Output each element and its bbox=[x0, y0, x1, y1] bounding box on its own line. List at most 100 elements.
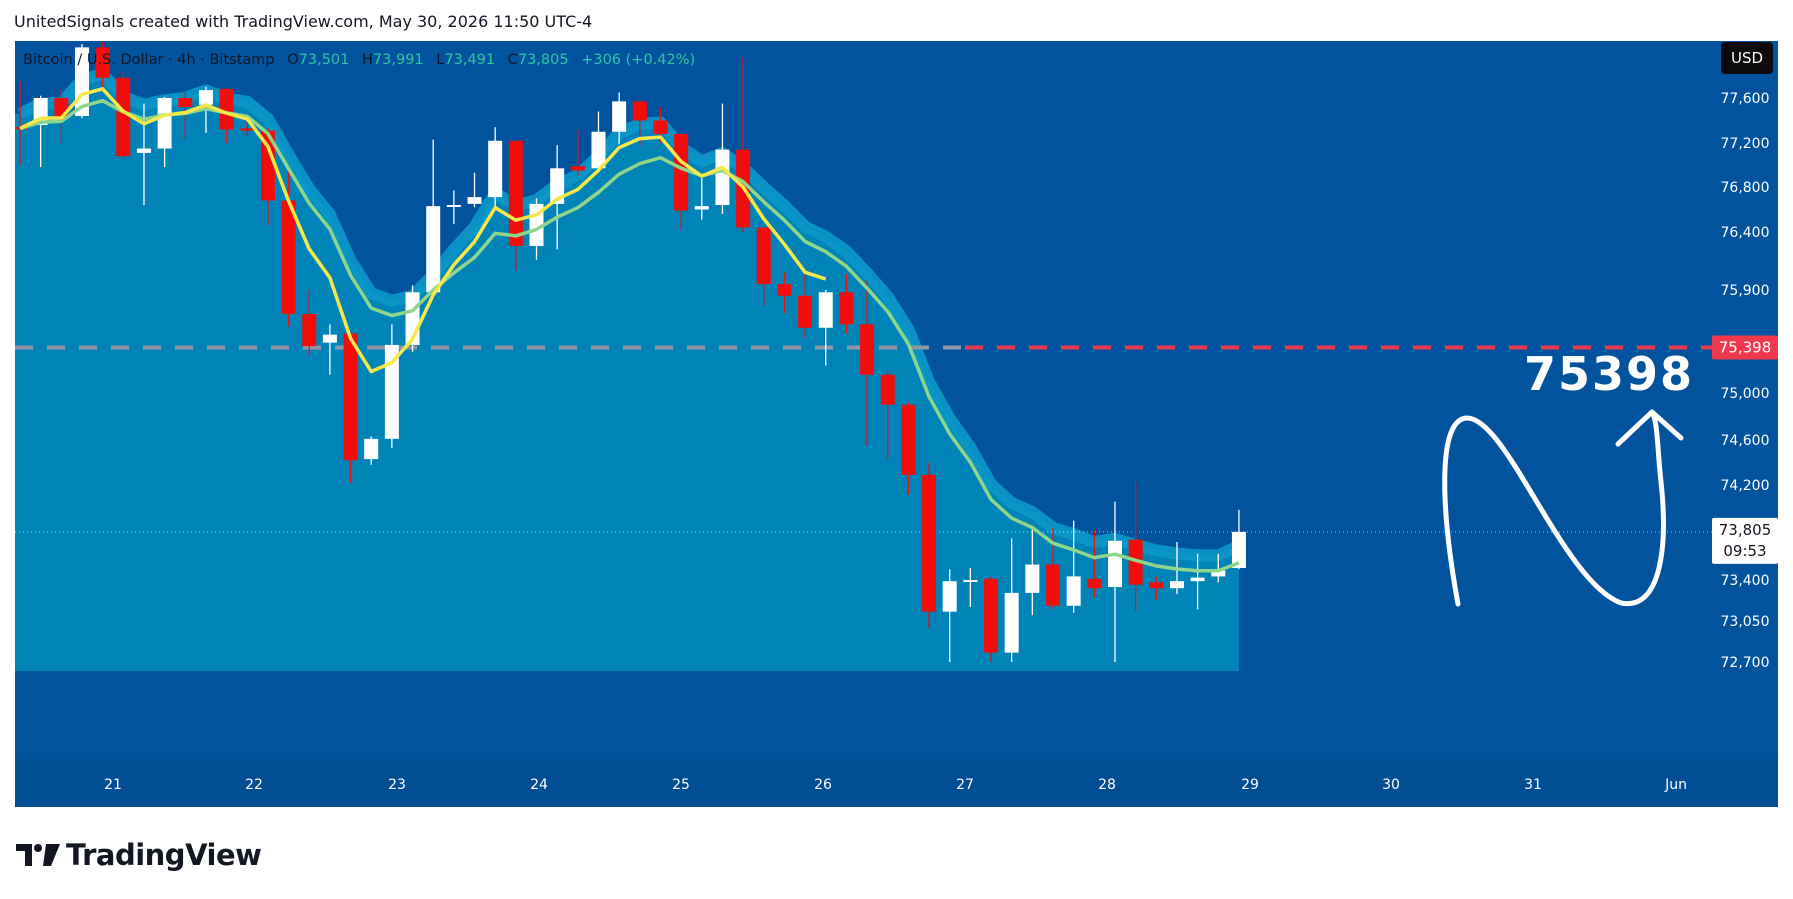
legend-open-label: O bbox=[287, 52, 298, 68]
candle-body bbox=[612, 101, 627, 132]
candle-body bbox=[281, 200, 296, 315]
candle-body bbox=[260, 130, 275, 201]
candle-body bbox=[1231, 531, 1246, 569]
candle bbox=[1128, 481, 1143, 612]
price-tick-label: 75,900 bbox=[1721, 283, 1770, 299]
candle-body bbox=[364, 438, 379, 460]
chart-legend: Bitcoin / U.S. Dollar · 4h · Bitstamp O7… bbox=[23, 52, 695, 68]
candle-body bbox=[1066, 576, 1081, 606]
candle bbox=[1066, 520, 1081, 613]
candle-body bbox=[777, 284, 792, 296]
legend-change: +306 (+0.42%) bbox=[581, 52, 695, 68]
candle-body bbox=[901, 404, 916, 475]
legend-high-label: H bbox=[362, 52, 373, 68]
candle bbox=[426, 139, 441, 295]
candle bbox=[343, 333, 358, 483]
candlestick-chart[interactable]: 75398 Bitcoin / U.S. Dollar · 4h · Bitst… bbox=[15, 41, 1778, 807]
candle-body bbox=[984, 578, 999, 653]
candle bbox=[777, 272, 792, 313]
candle-body bbox=[839, 292, 854, 325]
candle bbox=[1190, 553, 1205, 610]
candle-countdown: 09:53 bbox=[1723, 542, 1766, 560]
candle-body bbox=[922, 474, 937, 612]
resistance-price-label: 75,398 bbox=[1719, 338, 1772, 356]
candle-body bbox=[715, 149, 730, 205]
candle-body bbox=[1149, 582, 1164, 589]
time-tick-label: 31 bbox=[1524, 777, 1542, 793]
candle bbox=[405, 285, 420, 352]
candle bbox=[694, 178, 709, 220]
candle bbox=[880, 371, 895, 460]
candle-body bbox=[302, 314, 317, 347]
candle-body bbox=[860, 324, 875, 375]
time-axis[interactable]: 21 22 23 24 25 26 27 28 29 30 31 Jun bbox=[104, 777, 1687, 793]
last-price-label: 73,805 bbox=[1719, 521, 1772, 539]
candle bbox=[384, 324, 399, 448]
candle bbox=[818, 290, 833, 366]
candle bbox=[178, 92, 193, 140]
candle-body bbox=[591, 131, 606, 169]
time-axis-strip bbox=[15, 759, 1778, 807]
legend-low-value: 73,491 bbox=[444, 52, 495, 68]
tradingview-logo-icon bbox=[16, 844, 60, 866]
candle-body bbox=[1211, 570, 1226, 577]
candle-body bbox=[1087, 578, 1102, 589]
time-tick-label: 27 bbox=[956, 777, 974, 793]
candle bbox=[942, 569, 957, 662]
price-axis[interactable]: 77,600 77,200 76,800 76,400 75,900 75,000 74,6… bbox=[1721, 91, 1770, 671]
price-tick-label: 76,400 bbox=[1721, 225, 1770, 241]
candle-body bbox=[674, 134, 689, 211]
time-tick-label: Jun bbox=[1664, 777, 1687, 793]
candle-body bbox=[467, 197, 482, 204]
candle-body bbox=[1025, 564, 1040, 593]
candle-body bbox=[818, 292, 833, 328]
price-tick-label: 74,600 bbox=[1721, 433, 1770, 449]
candle-body bbox=[157, 98, 172, 149]
chart-attribution-header: UnitedSignals created with TradingView.c… bbox=[14, 12, 593, 31]
candle-body bbox=[1107, 540, 1122, 588]
time-tick-label: 30 bbox=[1382, 777, 1400, 793]
candle-body bbox=[1169, 581, 1184, 589]
currency-button-label[interactable]: USD bbox=[1731, 49, 1763, 67]
candle bbox=[157, 96, 172, 168]
candle-body bbox=[426, 206, 441, 293]
candle bbox=[364, 436, 379, 465]
time-tick-label: 26 bbox=[814, 777, 832, 793]
candle-body bbox=[550, 168, 565, 204]
time-tick-label: 21 bbox=[104, 777, 122, 793]
candle-body bbox=[240, 128, 255, 131]
candle bbox=[1025, 527, 1040, 616]
candle-body bbox=[1128, 539, 1143, 585]
candle bbox=[984, 576, 999, 662]
candle-body bbox=[116, 77, 131, 157]
candle-body bbox=[219, 89, 234, 130]
time-tick-label: 23 bbox=[388, 777, 406, 793]
currency-button[interactable]: USD bbox=[1721, 42, 1773, 74]
projection-arrow-stroke bbox=[1442, 409, 1666, 607]
candle-body bbox=[653, 120, 668, 134]
candle bbox=[674, 132, 689, 230]
price-tick-label: 72,700 bbox=[1721, 655, 1770, 671]
candle-body bbox=[756, 227, 771, 285]
candle bbox=[839, 273, 854, 334]
candle bbox=[302, 290, 317, 356]
candle-body bbox=[570, 166, 585, 171]
candle bbox=[1231, 509, 1246, 570]
candle bbox=[488, 127, 503, 208]
candle-body bbox=[343, 333, 358, 461]
fast-moving-average-line bbox=[19, 87, 827, 374]
candle bbox=[240, 120, 255, 137]
candle bbox=[1004, 538, 1019, 662]
candle bbox=[281, 166, 296, 327]
candle-body bbox=[963, 580, 978, 582]
legend-open-value: 73,501 bbox=[299, 52, 350, 68]
candle-body bbox=[198, 90, 213, 105]
candle-body bbox=[446, 205, 461, 207]
candle-body bbox=[508, 140, 523, 246]
resistance-annotation-text: 75398 bbox=[1524, 347, 1694, 401]
legend-low-label: L bbox=[436, 52, 444, 68]
tradingview-logo[interactable]: TradingView bbox=[16, 838, 262, 872]
tradingview-logo-text: TradingView bbox=[66, 838, 262, 872]
candle-body bbox=[178, 98, 193, 107]
candle bbox=[1087, 530, 1102, 598]
